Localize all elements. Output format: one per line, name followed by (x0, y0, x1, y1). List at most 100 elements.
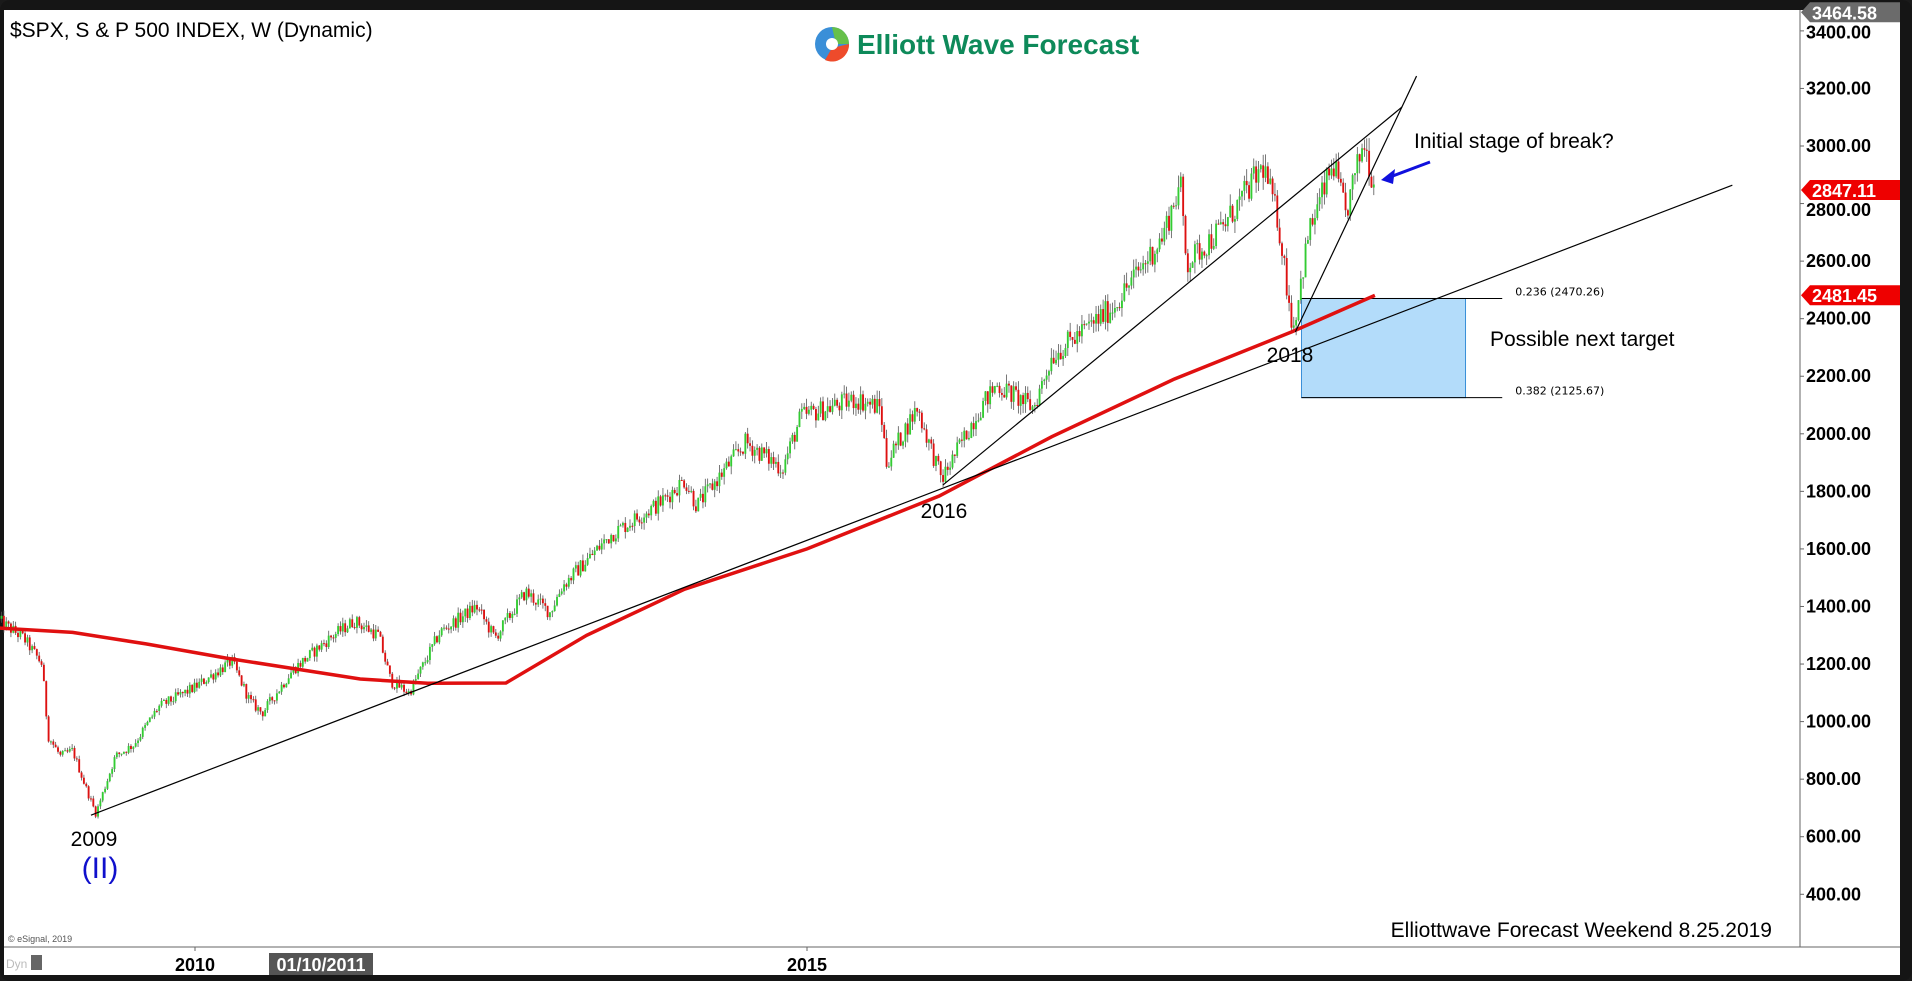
candle (1248, 181, 1250, 203)
candle (193, 678, 196, 694)
candle (1031, 404, 1034, 415)
candle (214, 669, 217, 683)
candle-body (1116, 307, 1119, 309)
candle-body (993, 386, 996, 393)
trendlines[interactable] (90, 75, 1733, 816)
candle (619, 523, 622, 527)
candle (1241, 190, 1243, 207)
candle (1073, 332, 1076, 345)
candle-body (304, 657, 307, 662)
candle (643, 513, 646, 530)
candle-body (144, 725, 147, 728)
candle-body (452, 618, 455, 627)
candle (1274, 182, 1276, 202)
trendline[interactable] (1294, 75, 1418, 333)
candle-body (932, 443, 935, 466)
candle-body (7, 621, 10, 624)
candle (1182, 173, 1185, 226)
candle-body (1097, 314, 1100, 324)
candle (998, 382, 1001, 398)
candle-body (1000, 392, 1003, 395)
candle (1236, 199, 1239, 222)
y-tick-label: 1400.00 (1806, 596, 1871, 616)
candle (403, 681, 405, 697)
candle (662, 487, 664, 512)
candle (1372, 175, 1375, 196)
candle (99, 798, 102, 810)
candle-body (796, 426, 799, 442)
candle-body (605, 539, 608, 541)
candle (440, 627, 443, 637)
dyn-label[interactable]: Dyn (6, 957, 27, 971)
trendline[interactable] (942, 106, 1403, 486)
candle (1321, 175, 1323, 209)
candle (1238, 188, 1241, 211)
candle (165, 698, 168, 709)
candle (1212, 238, 1215, 251)
candle-body (777, 461, 780, 474)
candle-body (254, 699, 257, 711)
candle (78, 755, 81, 773)
candle-body (1073, 339, 1076, 344)
candle-body (499, 631, 502, 639)
candle-body (461, 616, 464, 623)
trendline[interactable] (90, 184, 1733, 816)
lock-icon[interactable] (31, 955, 42, 970)
fib-target-box[interactable] (1300, 297, 1467, 399)
candle-body (459, 612, 462, 623)
candle (381, 634, 384, 654)
candle (170, 695, 172, 706)
price-flags: 3464.58 2847.11 2481.45 (1801, 2, 1900, 306)
candle (82, 774, 85, 785)
candle (28, 634, 31, 655)
candle (539, 593, 542, 605)
candle-body (351, 619, 354, 628)
candle (1278, 218, 1281, 246)
candle (1342, 178, 1345, 193)
candle-body (516, 599, 518, 614)
candle (271, 696, 274, 704)
candle-body (530, 593, 533, 597)
candle-body (518, 597, 521, 600)
candle (1116, 306, 1119, 312)
candle (829, 400, 832, 413)
candle (951, 450, 954, 470)
candle (61, 750, 64, 757)
candle-body (871, 398, 874, 405)
candle-body (275, 693, 278, 701)
candle-body (1269, 178, 1272, 184)
candle-body (356, 617, 358, 628)
candle-body (786, 453, 789, 460)
candle-body (840, 394, 843, 411)
candle-body (146, 721, 149, 726)
candle (111, 767, 114, 778)
candle-body (732, 449, 735, 457)
candle-body (662, 495, 664, 506)
candle-body (1250, 173, 1253, 199)
candle-body (172, 701, 175, 703)
candle-body (1264, 166, 1267, 178)
candle (913, 401, 916, 425)
candle (654, 497, 657, 516)
candle (334, 631, 337, 643)
candle-body (744, 433, 747, 454)
logo: Elliott Wave Forecast (815, 27, 1139, 62)
candle-body (1370, 176, 1373, 188)
candle-body (64, 750, 67, 752)
candle-body (1172, 205, 1175, 207)
candle-body (19, 630, 22, 638)
candle (838, 402, 841, 416)
plot-area[interactable] (4, 10, 1800, 947)
candle (450, 626, 453, 634)
candle (598, 539, 601, 551)
candle (464, 608, 467, 623)
candle-body (895, 443, 897, 446)
candle (252, 696, 255, 703)
candle-body (301, 657, 304, 667)
candle-body (765, 449, 768, 454)
y-axis-panel[interactable] (1800, 10, 1900, 947)
candle-body (155, 710, 158, 712)
candle (1311, 213, 1314, 227)
price-flag (1801, 180, 1900, 201)
